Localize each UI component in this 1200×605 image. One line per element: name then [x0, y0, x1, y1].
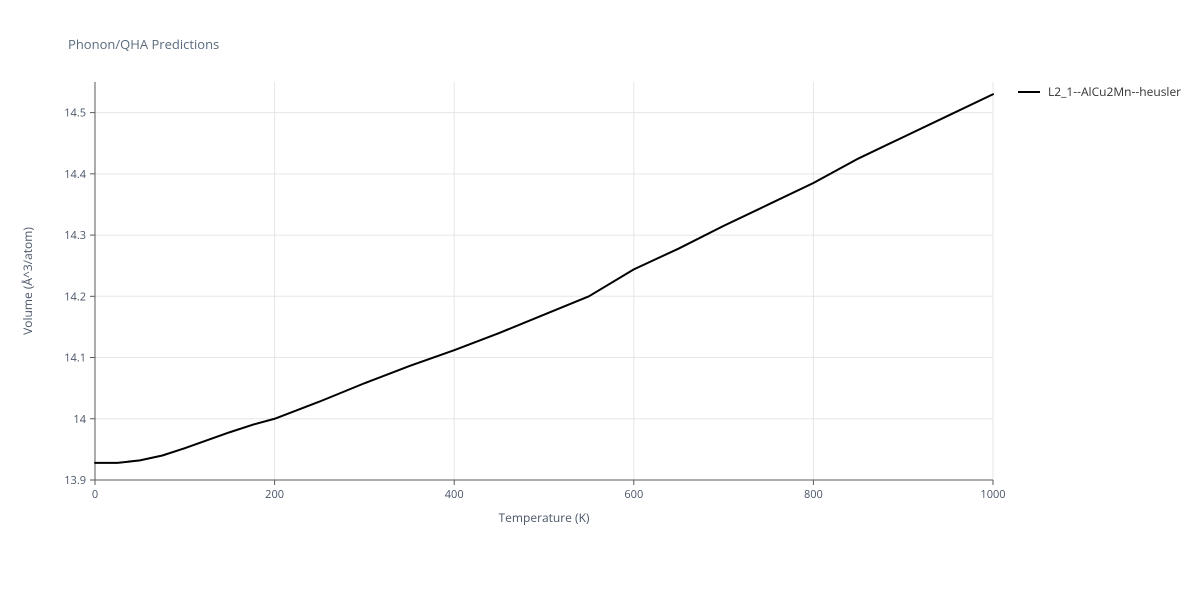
chart-title: Phonon/QHA Predictions [68, 35, 219, 53]
y-tick-label: 14.2 [64, 289, 86, 304]
series-line [95, 94, 993, 463]
x-tick-label: 0 [92, 487, 98, 502]
x-tick-label: 800 [804, 487, 823, 502]
y-axis-label: Volume (Å^3/atom) [19, 227, 36, 335]
x-axis-label: Temperature (K) [499, 509, 590, 526]
x-tick-label: 400 [445, 487, 464, 502]
y-tick-label: 14.3 [64, 228, 86, 243]
y-tick-label: 14 [73, 412, 86, 427]
y-tick-label: 14.4 [64, 167, 86, 182]
line-chart: 0 200 400 600 800 1000 13.9 14 14.1 14.2 14.3 14.4 1… [0, 0, 1200, 600]
x-tick-label: 200 [265, 487, 284, 502]
legend-label: L2_1--AlCu2Mn--heusler [1048, 83, 1181, 100]
y-tick-label: 13.9 [64, 473, 86, 488]
x-tick-label: 1000 [980, 487, 1005, 502]
y-tick-label: 14.5 [64, 106, 86, 121]
x-tick-label: 600 [624, 487, 643, 502]
y-tick-label: 14.1 [64, 351, 86, 366]
